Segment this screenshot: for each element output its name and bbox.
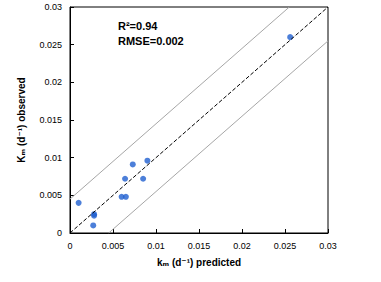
svg-text:0.015: 0.015 — [188, 241, 211, 251]
svg-text:0.01: 0.01 — [44, 153, 62, 163]
svg-text:0.025: 0.025 — [274, 241, 297, 251]
svg-text:kₘ (d⁻¹) predicted: kₘ (d⁻¹) predicted — [157, 257, 241, 268]
svg-text:0.02: 0.02 — [44, 77, 62, 87]
svg-text:0: 0 — [57, 228, 62, 238]
svg-text:0.03: 0.03 — [44, 2, 62, 12]
svg-text:0.005: 0.005 — [102, 241, 125, 251]
svg-text:RMSE=0.002: RMSE=0.002 — [118, 35, 184, 47]
svg-text:0.005: 0.005 — [39, 190, 62, 200]
svg-text:0.03: 0.03 — [319, 241, 337, 251]
svg-text:0.02: 0.02 — [233, 241, 251, 251]
svg-text:R²=0.94: R²=0.94 — [118, 20, 158, 32]
svg-text:0.015: 0.015 — [39, 115, 62, 125]
svg-text:0.025: 0.025 — [39, 40, 62, 50]
svg-text:0.01: 0.01 — [147, 241, 165, 251]
svg-text:Kₘ (d⁻¹) observed: Kₘ (d⁻¹) observed — [16, 77, 27, 162]
svg-text:0: 0 — [67, 241, 72, 251]
